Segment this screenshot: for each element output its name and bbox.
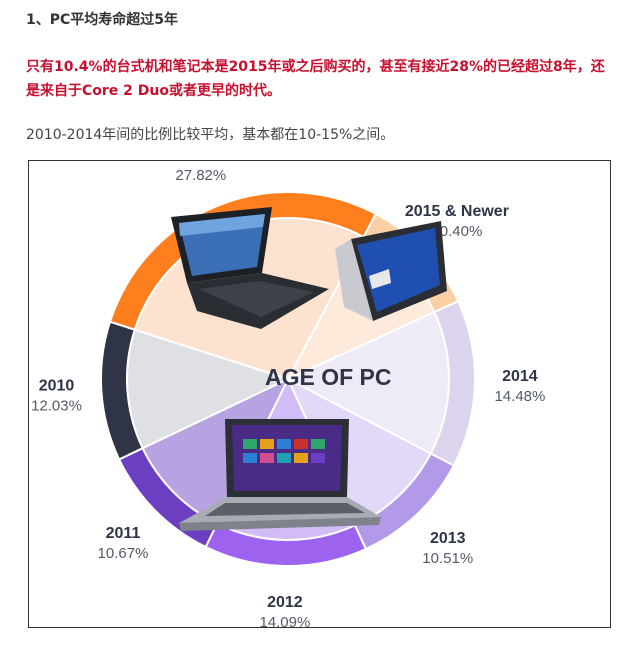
highlight-text: 只有10.4%的台式机和笔记本是2015年或之后购买的，甚至有接近28%的已经超… xyxy=(26,59,605,99)
slice-value-2009-older: 27.82% xyxy=(175,167,226,184)
laptop-illustration xyxy=(171,207,329,329)
slice-label-2012: 2012 xyxy=(267,594,303,611)
slice-label-2010: 2010 xyxy=(39,377,75,394)
pie-labels: 2015 & Newer 10.40% 2014 14.48% 2013 10.51% 20… xyxy=(31,161,545,627)
laptop-illustration-bottom xyxy=(179,419,381,531)
convertible-illustration xyxy=(335,221,447,321)
slice-label-2013: 2013 xyxy=(430,530,466,547)
pie-chart: 2015 & Newer 10.40% 2014 14.48% 2013 10.51% 20… xyxy=(31,161,545,627)
slice-label-2011: 2011 xyxy=(106,525,141,542)
slice-value-2015-newer: 10.40% xyxy=(431,223,482,240)
slice-value-2011: 10.67% xyxy=(98,545,149,562)
slice-label-2015-newer: 2015 & Newer xyxy=(405,203,509,220)
chart-figure: 2015 & Newer 10.40% 2014 14.48% 2013 10.51% 20… xyxy=(28,160,611,628)
section-heading: 1、PC平均寿命超过5年 xyxy=(26,12,179,28)
slice-value-2013: 10.51% xyxy=(422,550,473,567)
slice-value-2010: 12.03% xyxy=(31,397,82,414)
slice-value-2014: 14.48% xyxy=(494,388,545,405)
slice-label-2009-older: 2009 & Older xyxy=(152,161,250,164)
note-text: 2010-2014年间的比例比较平均，基本都在10-15%之间。 xyxy=(26,127,395,143)
chart-title: AGE OF PC xyxy=(265,364,392,390)
slice-label-2014: 2014 xyxy=(502,368,538,385)
slice-value-2012: 14.09% xyxy=(259,614,310,627)
